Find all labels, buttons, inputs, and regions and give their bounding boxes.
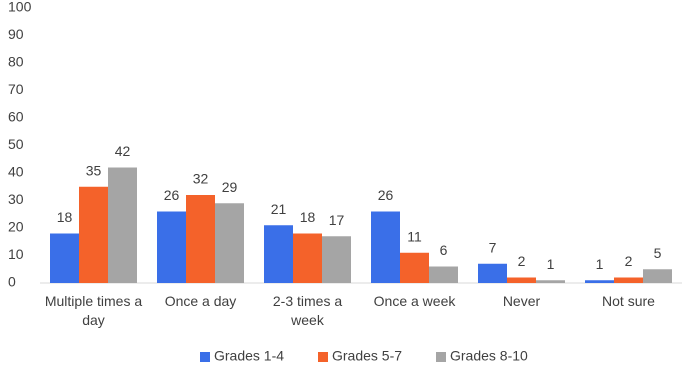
legend-label: Grades 1-4 (214, 348, 284, 364)
y-tick-label: 70 (8, 81, 24, 97)
bar (322, 236, 351, 283)
bar (50, 233, 79, 283)
value-label: 7 (489, 239, 497, 255)
value-label: 2 (625, 253, 633, 269)
value-label: 17 (329, 212, 345, 228)
value-label: 35 (86, 162, 102, 178)
value-label: 29 (222, 179, 238, 195)
y-tick-label: 80 (8, 54, 24, 70)
bar (507, 277, 536, 283)
y-tick-label: 0 (8, 274, 16, 290)
bar (157, 211, 186, 283)
value-label: 32 (193, 171, 209, 187)
y-tick-label: 50 (8, 136, 24, 152)
legend-swatch (200, 352, 210, 362)
x-tick-label: Once a day (164, 293, 237, 309)
value-label: 2 (518, 253, 526, 269)
bar (79, 186, 108, 283)
x-tick-label: Once a week (373, 293, 456, 309)
y-tick-label: 90 (8, 26, 24, 42)
value-label: 1 (547, 256, 555, 272)
y-tick-label: 100 (8, 0, 32, 15)
value-label: 18 (57, 209, 73, 225)
value-label: 11 (407, 228, 422, 244)
legend-swatch (436, 352, 446, 362)
bar (478, 263, 507, 283)
bar (108, 167, 137, 283)
value-label: 6 (440, 242, 448, 258)
bar (371, 211, 400, 283)
bar (186, 195, 215, 283)
value-label: 42 (115, 143, 131, 159)
value-label: 26 (164, 187, 180, 203)
value-label: 1 (596, 256, 604, 272)
y-tick-label: 60 (8, 109, 24, 125)
bar (536, 280, 565, 283)
legend-label: Grades 5-7 (332, 348, 402, 364)
bar (643, 269, 672, 283)
x-tick-label: 2-3 times a week (272, 293, 343, 328)
x-tick-label: Not sure (602, 293, 655, 309)
value-label: 18 (300, 209, 316, 225)
legend-label: Grades 8-10 (450, 348, 528, 364)
bar (400, 252, 429, 283)
y-tick-label: 10 (8, 246, 24, 262)
value-label: 26 (378, 187, 394, 203)
value-label: 21 (271, 201, 287, 217)
x-tick-label: Never (502, 293, 541, 309)
bar (585, 280, 614, 283)
y-tick-label: 20 (8, 219, 24, 235)
bar (264, 225, 293, 283)
y-tick-label: 40 (8, 164, 24, 180)
y-tick-label: 30 (8, 191, 24, 207)
bar (614, 277, 643, 283)
x-tick-label: Multiple times a day (44, 293, 143, 328)
value-label: 5 (654, 245, 662, 261)
legend-swatch (318, 352, 328, 362)
bar (293, 233, 322, 283)
bar (429, 266, 458, 283)
bar (215, 203, 244, 283)
